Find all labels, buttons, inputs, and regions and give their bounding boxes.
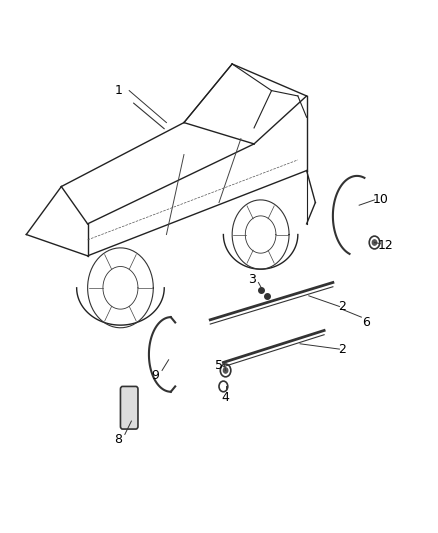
Text: 2: 2: [338, 300, 346, 313]
Text: 8: 8: [114, 433, 122, 446]
Text: 1: 1: [114, 84, 122, 97]
FancyBboxPatch shape: [120, 386, 138, 429]
Text: 3: 3: [248, 273, 256, 286]
Text: 4: 4: [222, 391, 230, 403]
Circle shape: [372, 240, 377, 245]
Text: 6: 6: [362, 316, 370, 329]
Text: 12: 12: [378, 239, 393, 252]
Text: 2: 2: [338, 343, 346, 356]
Text: 5: 5: [215, 359, 223, 372]
Text: 10: 10: [373, 193, 389, 206]
Circle shape: [223, 368, 228, 373]
Text: 9: 9: [152, 369, 159, 382]
